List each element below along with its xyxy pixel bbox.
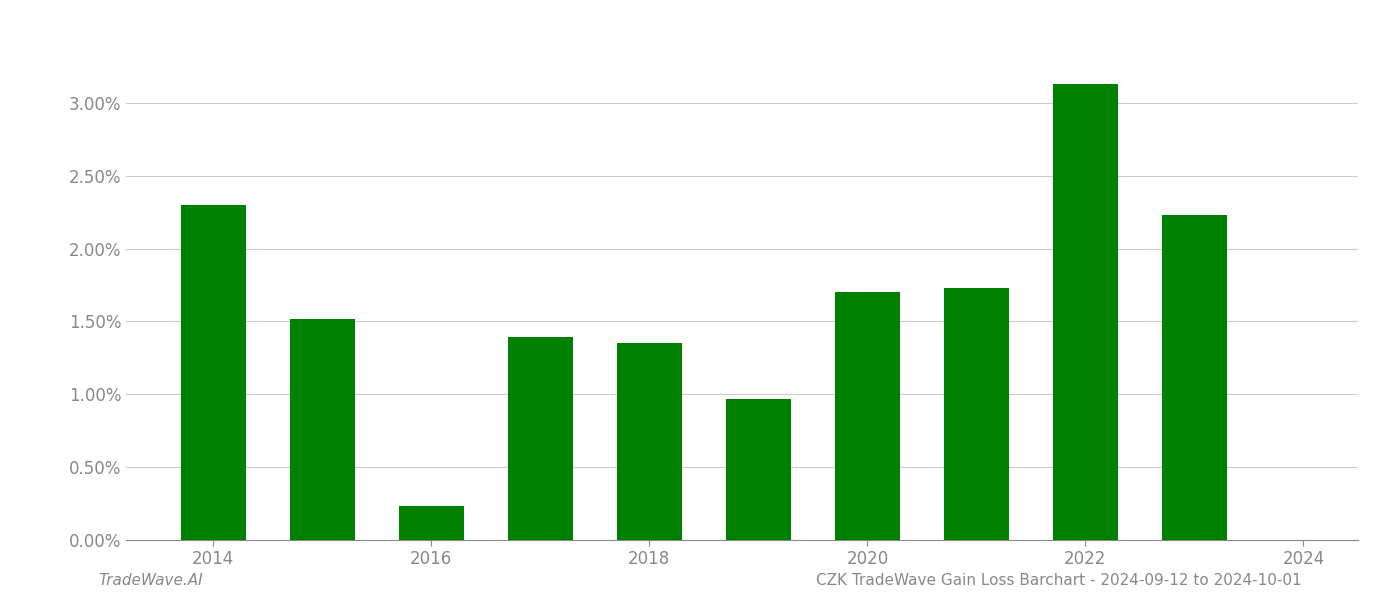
Text: CZK TradeWave Gain Loss Barchart - 2024-09-12 to 2024-10-01: CZK TradeWave Gain Loss Barchart - 2024-… xyxy=(816,573,1302,588)
Bar xyxy=(725,398,791,540)
Bar xyxy=(399,506,463,540)
Bar xyxy=(290,319,356,540)
Bar xyxy=(616,343,682,540)
Bar xyxy=(508,337,573,540)
Bar xyxy=(1053,84,1119,540)
Bar xyxy=(834,292,900,540)
Bar xyxy=(1162,215,1228,540)
Bar xyxy=(944,288,1009,540)
Text: TradeWave.AI: TradeWave.AI xyxy=(98,573,203,588)
Bar xyxy=(181,205,246,540)
